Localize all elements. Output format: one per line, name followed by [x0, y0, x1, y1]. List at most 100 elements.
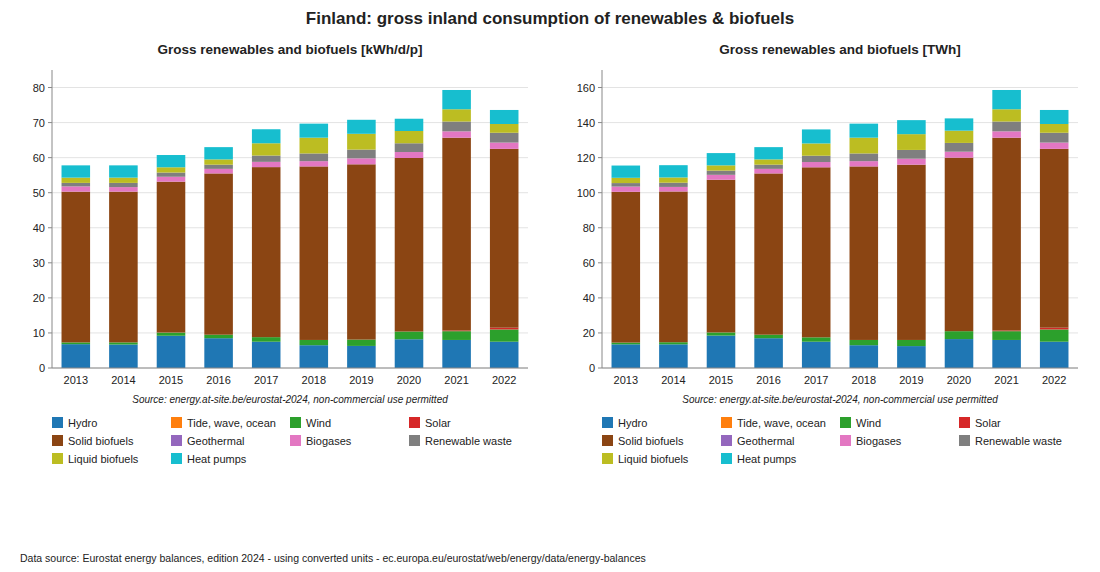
y-tick [48, 227, 52, 228]
bar-segment [707, 180, 736, 333]
y-tick-label: 100 [577, 187, 595, 199]
bar-segment [659, 177, 688, 182]
legend-label: Wind [306, 417, 331, 429]
bar-segment [157, 177, 186, 182]
bar-segment [347, 164, 376, 339]
x-tick-label: 2014 [661, 374, 685, 386]
bar-segment [897, 159, 926, 165]
chart-panel: Gross renewables and biofuels [TWh] 0 20 40… [577, 42, 1078, 465]
y-tick-label: 120 [577, 152, 595, 164]
bar-segment [490, 342, 519, 368]
bar-segment [992, 122, 1021, 132]
y-tick-label: 20 [583, 327, 595, 339]
bar-segment [204, 169, 233, 174]
bar-segment [612, 343, 641, 345]
bar-segment [109, 178, 138, 183]
bar-segment [992, 109, 1021, 121]
x-tick-label: 2015 [159, 374, 183, 386]
bar-segment [707, 171, 736, 175]
legend-swatch [721, 453, 732, 464]
bar-segment [659, 187, 688, 192]
bar-segment [347, 158, 376, 164]
bar-segment [945, 118, 974, 130]
y-tick [48, 122, 52, 123]
y-tick-label: 10 [33, 327, 45, 339]
y-tick-label: 0 [589, 362, 595, 374]
legend-label: Wind [856, 417, 881, 429]
bar-segment [490, 149, 519, 328]
legend-label: Geothermal [737, 435, 794, 447]
bar-segment [395, 332, 424, 340]
x-tick-label: 2016 [756, 374, 780, 386]
bar-segment [62, 186, 91, 191]
bar-segment [490, 328, 519, 330]
bar-segment [612, 192, 641, 343]
bar-series [62, 109, 519, 183]
grid-line [602, 87, 1078, 88]
y-tick-label: 80 [33, 82, 45, 94]
bar-segment [1040, 329, 1069, 341]
bar-segment [442, 122, 471, 132]
bar-segment [442, 109, 471, 121]
y-tick [48, 297, 52, 298]
bar-segment [109, 187, 138, 192]
legend-swatch [959, 417, 970, 428]
bar-segment [897, 150, 926, 159]
bar-segment [442, 90, 471, 109]
bar-segment [850, 161, 879, 166]
bar-segment [1040, 342, 1069, 368]
legend-label: Geothermal [187, 435, 244, 447]
bar-segment [204, 338, 233, 368]
bar-segment [204, 147, 233, 159]
legend-label: Biogases [306, 435, 352, 447]
bar-segment [157, 173, 186, 177]
figure-title: Finland: gross inland consumption of ren… [306, 9, 794, 28]
bar-segment [204, 159, 233, 164]
bar-series [62, 138, 519, 343]
chart-title: Gross renewables and biofuels [TWh] [719, 42, 961, 57]
legend-label: Renewable waste [975, 435, 1062, 447]
x-tick-label: 2020 [397, 374, 421, 386]
bar-segment [204, 165, 233, 169]
y-tick-label: 70 [33, 117, 45, 129]
legend-swatch [52, 417, 63, 428]
y-tick-label: 40 [583, 292, 595, 304]
bar-segment [252, 337, 281, 342]
bar-segment [707, 336, 736, 368]
legend-swatch [409, 417, 420, 428]
legend-swatch [602, 435, 613, 446]
bar-segment [802, 143, 831, 155]
x-tick-label: 2015 [709, 374, 733, 386]
y-tick-label: 60 [583, 257, 595, 269]
legend-swatch [602, 417, 613, 428]
bar-segment [1040, 328, 1069, 330]
bar-segment [442, 331, 471, 340]
bar-segment [157, 155, 186, 167]
bar-segment [252, 162, 281, 167]
x-tick-label: 2016 [206, 374, 230, 386]
bar-segment [992, 131, 1021, 137]
y-tick [598, 368, 602, 369]
bar-segment [252, 129, 281, 143]
bar-segment [850, 153, 879, 161]
legend-swatch [602, 453, 613, 464]
bar-series [612, 131, 1069, 191]
footer-note: Data source: Eurostat energy balances, e… [20, 552, 646, 564]
bar-segment [1040, 133, 1069, 143]
bar-segment [612, 344, 641, 368]
y-tick [598, 192, 602, 193]
legend-swatch [959, 435, 970, 446]
bar-segment [109, 342, 138, 344]
bar-segment [347, 120, 376, 134]
y-tick [598, 122, 602, 123]
legend-label: Solid biofuels [618, 435, 684, 447]
bar-segment [612, 166, 641, 178]
legend-label: Solar [975, 417, 1001, 429]
y-axis-line [602, 70, 603, 368]
bar-segment [897, 165, 926, 340]
y-tick-label: 20 [33, 292, 45, 304]
bar-series [612, 122, 1069, 187]
bar-segment [300, 138, 329, 154]
x-tick-label: 2022 [1042, 374, 1066, 386]
bar-segment [395, 119, 424, 131]
